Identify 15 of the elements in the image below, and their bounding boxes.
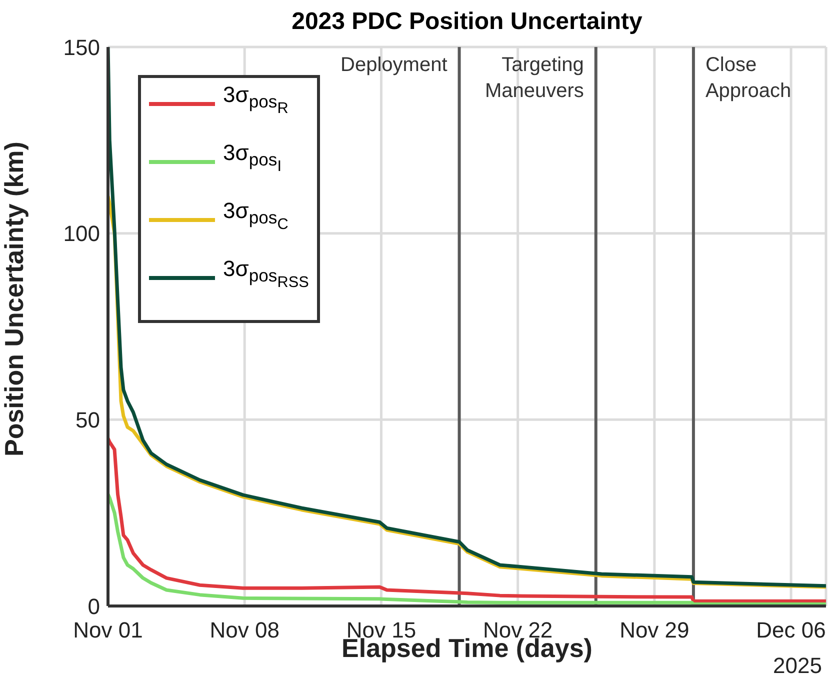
text: 2025 (773, 653, 822, 679)
y-tick-label: 150 (63, 34, 100, 60)
x-tick-label: Dec 06 (756, 618, 826, 643)
y-tick-label: 100 (63, 221, 100, 246)
chart-title: 2023 PDC Position Uncertainty (290, 8, 644, 36)
x-tick-label: Nov 01 (73, 618, 143, 643)
x-tick-label: Nov 08 (210, 618, 280, 643)
x-tick-label: Nov 29 (620, 618, 690, 643)
ref-line-label: Targeting Maneuvers (484, 54, 584, 102)
y-tick-label: 50 (76, 407, 100, 432)
line-series (108, 436, 826, 603)
ref-line-label: Close Approach (705, 54, 792, 102)
y-axis-title: Position Uncertainty (km) (0, 142, 30, 456)
y-tick-label: 0 (88, 594, 100, 619)
ref-line-label: Deployment (340, 54, 448, 76)
